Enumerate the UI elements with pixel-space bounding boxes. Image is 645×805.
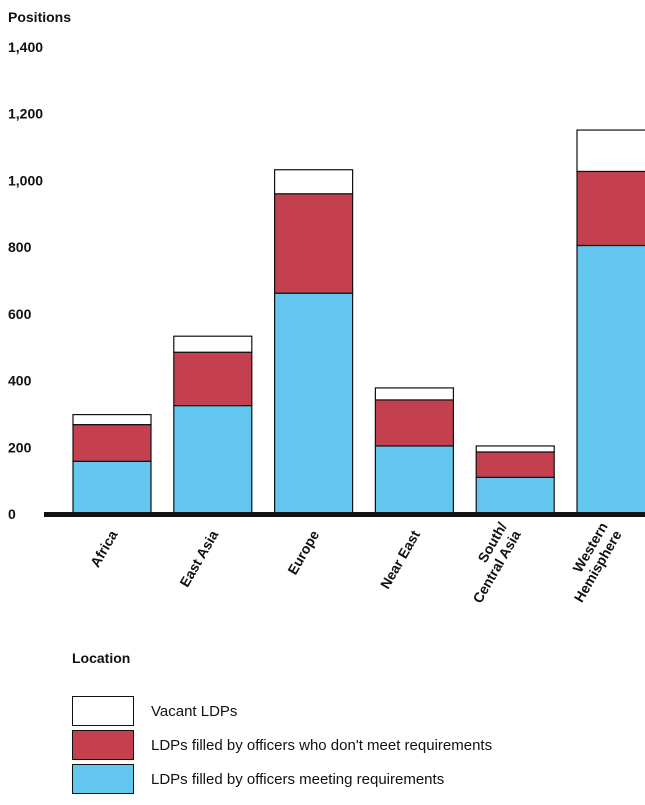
x-tick-label: Africa (87, 527, 121, 570)
x-tick-label: Europe (284, 527, 322, 577)
x-tick-label: South/Central Asia (455, 519, 523, 605)
y-axis-ticks: 0 200 400 600 800 1,000 1,200 1,400 (8, 39, 43, 522)
bar-segment-1 (576, 244, 645, 515)
bar-segment-2 (576, 170, 645, 247)
x-tick-label: WesternHemisphere (557, 519, 625, 605)
bar-segment-2 (173, 351, 253, 407)
legend-label: LDPs filled by officers meeting requirem… (151, 770, 445, 788)
legend-item: LDPs filled by officers meeting requirem… (72, 762, 492, 796)
bar-segment-1 (72, 460, 152, 515)
bar-segment-2 (274, 193, 354, 294)
legend: Vacant LDPs LDPs filled by officers who d… (72, 694, 492, 796)
y-tick-label: 1,000 (8, 172, 43, 188)
legend-label: Vacant LDPs (151, 702, 238, 720)
bar-segment-3 (374, 387, 454, 401)
x-tick-label: East Asia (176, 527, 221, 589)
bar-segment-3 (274, 169, 354, 195)
bar-segment-3 (576, 129, 645, 173)
chart: Positions 0 200 400 600 800 1,000 1,200 1,400 A… (8, 9, 645, 606)
bar-segment-2 (374, 399, 454, 447)
y-tick-label: 600 (8, 306, 32, 322)
bar-segment-2 (475, 451, 555, 478)
y-tick-label: 400 (8, 373, 32, 389)
bars (72, 129, 645, 515)
bar-segment-1 (173, 404, 253, 515)
bar-segment-3 (475, 445, 555, 453)
legend-item: LDPs filled by officers who don't meet r… (72, 728, 492, 762)
y-tick-label: 1,200 (8, 106, 43, 122)
x-tick-label: Near East (377, 527, 423, 591)
category-labels: Africa East Asia Europe Near East South/Cent… (87, 519, 625, 605)
legend-swatch (72, 730, 134, 760)
y-tick-label: 800 (8, 239, 32, 255)
legend-swatch (72, 696, 134, 726)
bar-segment-1 (274, 292, 354, 515)
y-tick-label: 1,400 (8, 39, 43, 55)
legend-label: LDPs filled by officers who don't meet r… (151, 736, 493, 754)
legend-swatch (72, 764, 134, 794)
bar-segment-3 (173, 335, 253, 353)
y-axis-title: Positions (8, 9, 71, 25)
bar-segment-1 (475, 476, 555, 515)
y-tick-label: 200 (8, 439, 32, 455)
bar-segment-3 (72, 413, 152, 426)
bar-segment-2 (72, 424, 152, 462)
x-axis-title: Location (72, 650, 131, 666)
legend-item: Vacant LDPs (72, 694, 492, 728)
y-tick-label: 0 (8, 506, 16, 522)
bar-segment-1 (374, 445, 454, 515)
